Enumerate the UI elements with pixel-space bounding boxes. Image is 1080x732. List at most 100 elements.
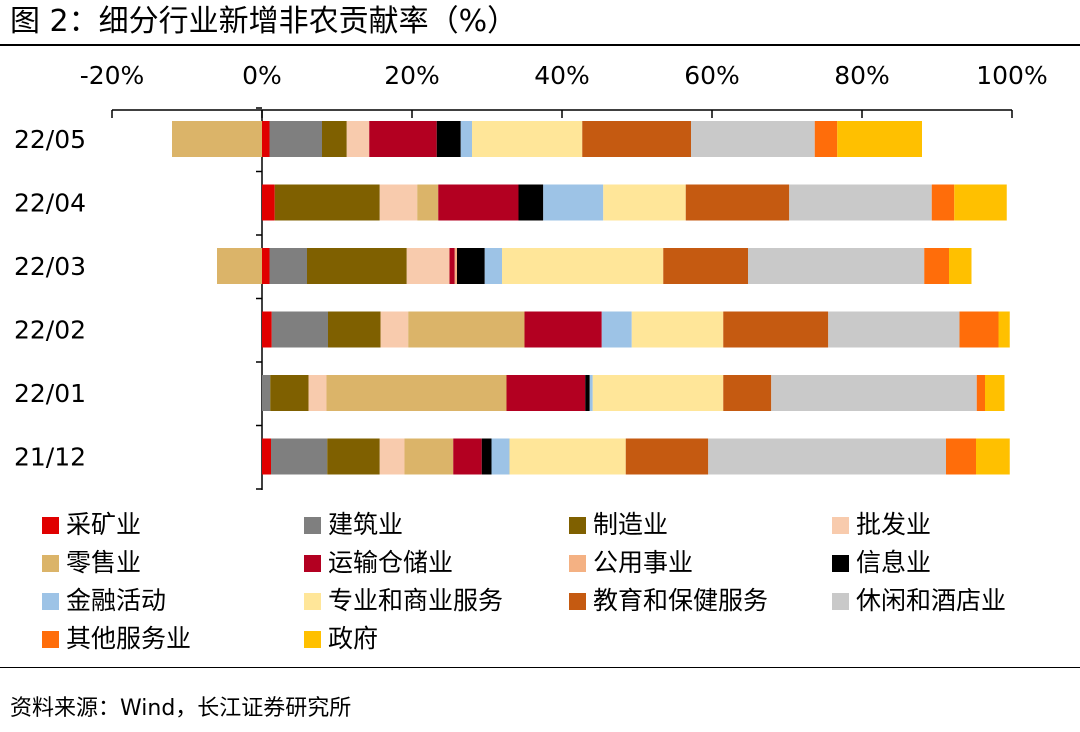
x-tick-label: -20% [80, 61, 145, 90]
legend-swatch [304, 592, 321, 610]
bar-segment [976, 375, 985, 411]
bar-segment [723, 311, 829, 348]
bar-segment [328, 311, 381, 348]
source-note: 资料来源：Wind，长江证券研究所 [10, 696, 352, 721]
legend-label: 政府 [328, 624, 379, 653]
bar-segment [262, 248, 270, 284]
legend-label: 公用事业 [593, 548, 694, 577]
bar-segment [685, 184, 790, 221]
bar-segment [379, 438, 405, 475]
bar-segment [959, 311, 999, 348]
bar-segment [582, 121, 691, 157]
x-tick-label: 0% [242, 61, 282, 90]
legend-swatch [304, 630, 321, 648]
legend-item: 休闲和酒店业 [832, 582, 1006, 620]
x-tick-label: 40% [534, 61, 590, 90]
bar-segment [985, 375, 1005, 411]
legend-item: 公用事业 [569, 544, 693, 582]
bar-segment [417, 184, 439, 221]
bar-segment [449, 248, 455, 284]
bar-segment [484, 248, 502, 284]
legend-label: 采矿业 [66, 510, 142, 539]
bar-segment [748, 248, 925, 284]
legend-item: 运输仓储业 [304, 544, 453, 582]
category-label: 22/05 [14, 125, 86, 154]
bar-segment [931, 184, 955, 221]
bar-segment [691, 121, 815, 157]
legend-label: 建筑业 [328, 510, 404, 539]
bar-segment [460, 121, 472, 157]
legend-swatch [832, 554, 849, 572]
legend-item: 建筑业 [304, 506, 403, 544]
bar-segment [509, 438, 626, 475]
legend-item: 采矿业 [42, 506, 141, 544]
bar-segment [217, 248, 262, 284]
bar-segment [269, 121, 322, 157]
bar-segment [491, 438, 510, 475]
bar-segment [949, 248, 972, 284]
legend-item: 零售业 [42, 544, 141, 582]
bar-segment [453, 438, 482, 475]
bar-segment [436, 121, 461, 157]
bar-segment [502, 248, 664, 284]
bar-segment [543, 184, 604, 221]
legend-swatch [42, 592, 59, 610]
bar-segment [262, 184, 275, 221]
legend-item: 其他服务业 [42, 620, 191, 658]
bar-segment [723, 375, 772, 411]
legend-swatch [832, 592, 849, 610]
bar-segment [457, 248, 485, 284]
legend-label: 休闲和酒店业 [856, 586, 1007, 615]
legend-item: 金融活动 [42, 582, 166, 620]
stacked-bar-chart: -20% 0% 20% 40% 60% 80% 100% 22/05 22/04 22/03 22/… [14, 61, 1048, 490]
title-divider [0, 44, 1080, 46]
legend-swatch [569, 516, 586, 534]
bar-segment [472, 121, 583, 157]
bar-segment [438, 184, 519, 221]
x-tick-label: 100% [976, 61, 1047, 90]
legend-swatch [304, 554, 321, 572]
x-tick-label: 80% [834, 61, 890, 90]
bar-segment [271, 438, 328, 475]
bar-segment [307, 248, 407, 284]
bar-segment [262, 375, 271, 411]
legend-label: 金融活动 [66, 586, 167, 615]
category-label: 22/03 [14, 252, 86, 281]
category-label: 21/12 [14, 443, 86, 472]
bar-segment [269, 248, 307, 284]
legend-item: 批发业 [832, 506, 931, 544]
legend-label: 专业和商业服务 [328, 586, 504, 615]
bar-segment [262, 438, 271, 475]
legend-label: 制造业 [593, 510, 669, 539]
bar-segment [172, 121, 262, 157]
bar-segment [625, 438, 709, 475]
bar-segment [271, 311, 328, 348]
chart-title: 图 2：细分行业新增非农贡献率（%） [10, 4, 518, 39]
bar-segment [369, 121, 437, 157]
bar-segment [518, 184, 544, 221]
legend-item: 信息业 [832, 544, 931, 582]
legend-swatch [304, 516, 321, 534]
legend-swatch [42, 516, 59, 534]
x-tick-label: 20% [384, 61, 440, 90]
bar-segment [708, 438, 946, 475]
bar-segment [379, 184, 418, 221]
bar-segment [506, 375, 586, 411]
bar-segment [828, 311, 960, 348]
bar-segment [404, 438, 454, 475]
legend-swatch [569, 554, 586, 572]
bar-segment [603, 184, 686, 221]
bar-segment [789, 184, 932, 221]
bar-segment [585, 375, 590, 411]
bar-segment [601, 311, 632, 348]
bar-segment [406, 248, 450, 284]
bar-segment [976, 438, 1010, 475]
legend-item: 教育和保健服务 [569, 582, 768, 620]
bar-segment [592, 375, 724, 411]
legend-swatch [42, 630, 59, 648]
chart-legend: 采矿业 建筑业 制造业 批发业零售业 运输仓储业 公用事业 信息业金融活动 专业和商业服务 教育… [42, 506, 1072, 658]
legend-label: 信息业 [856, 548, 932, 577]
bar-segment [274, 184, 380, 221]
bar-segment [454, 248, 457, 284]
legend-label: 其他服务业 [66, 624, 192, 653]
